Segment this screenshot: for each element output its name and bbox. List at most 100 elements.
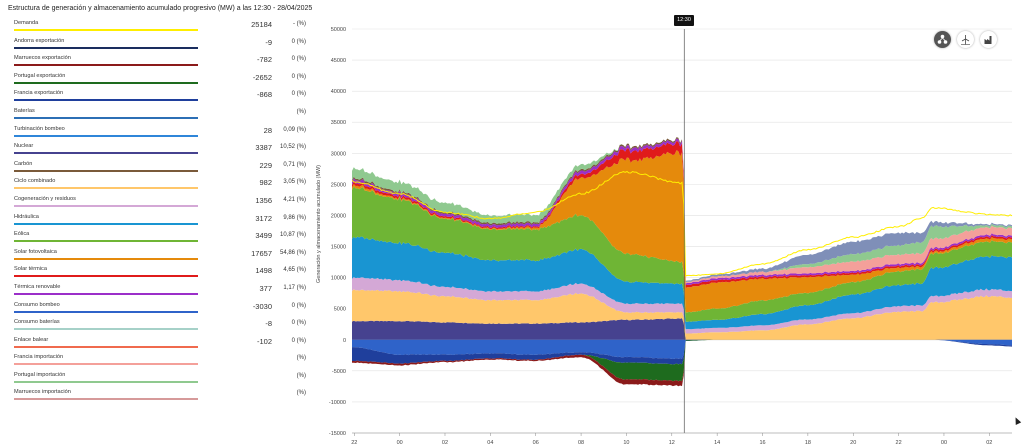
legend-item[interactable]: Demanda 25184 - (%) bbox=[14, 18, 306, 36]
legend-item[interactable]: Enlace balear -102 0 (%) bbox=[14, 335, 306, 353]
legend-item-name: Marruecos importación bbox=[14, 389, 71, 396]
y-tick-label: 15000 bbox=[331, 245, 346, 251]
legend-item-swatch bbox=[14, 99, 198, 102]
x-tick-label: 02 bbox=[986, 440, 992, 446]
y-tick-label: 40000 bbox=[331, 89, 346, 95]
legend-item-swatch bbox=[14, 116, 198, 119]
area-series-0 bbox=[352, 318, 1012, 340]
legend-item[interactable]: Solar térmica 1498 4,65 (%) bbox=[14, 264, 306, 282]
negative-area-series-1 bbox=[352, 339, 1012, 365]
legend-item-swatch bbox=[14, 275, 198, 278]
y-tick-label: 30000 bbox=[331, 151, 346, 157]
y-tick-label: 35000 bbox=[331, 120, 346, 126]
legend-item-name: Turbinación bombeo bbox=[14, 125, 65, 132]
legend-item[interactable]: Marruecos exportación -782 0 (%) bbox=[14, 53, 306, 71]
legend-item[interactable]: Francia exportación -868 0 (%) bbox=[14, 88, 306, 106]
x-tick-label: 12 bbox=[669, 440, 675, 446]
y-tick-label: -15000 bbox=[329, 431, 346, 437]
legend-item[interactable]: Nuclear 3387 10,52 (%) bbox=[14, 141, 306, 159]
legend-item[interactable]: Ciclo combinado 982 3,05 (%) bbox=[14, 176, 306, 194]
legend-item-swatch bbox=[14, 222, 198, 225]
legend-item-swatch bbox=[14, 380, 198, 383]
legend-item-percent: 10,87 (%) bbox=[279, 232, 306, 239]
factory-icon bbox=[984, 36, 992, 44]
x-tick-label: 18 bbox=[805, 440, 811, 446]
legend-item-swatch bbox=[14, 187, 198, 190]
x-axis-ticks: 22 00 02 04 06 08 10 12 14 16 18 20 22 00 02 bbox=[351, 432, 1012, 446]
legend-item-swatch bbox=[14, 310, 198, 313]
chart-area[interactable]: -15000-10000-500005000100001500020000250… bbox=[312, 14, 1020, 446]
legend-item-name: Ciclo combinado bbox=[14, 178, 56, 185]
legend-item-percent: 1,17 (%) bbox=[283, 284, 306, 291]
legend-item[interactable]: Turbinación bombeo 28 0,09 (%) bbox=[14, 124, 306, 142]
legend-item-swatch bbox=[14, 64, 198, 67]
legend-item-percent: 4,65 (%) bbox=[283, 267, 306, 274]
x-tick-label: 14 bbox=[714, 440, 720, 446]
legend-item-swatch bbox=[14, 204, 198, 207]
y-axis-ticks: -15000 -10000 -5000 0 5000 10000 15000 20000 250… bbox=[329, 27, 346, 437]
legend-item-name: Consumo bombeo bbox=[14, 301, 60, 308]
legend-item-percent: 0 (%) bbox=[291, 91, 306, 98]
renewable-view-button[interactable] bbox=[957, 31, 974, 48]
legend-item-value: 25184 bbox=[251, 20, 272, 29]
legend-item-percent: 0 (%) bbox=[291, 337, 306, 344]
legend-item-name: Demanda bbox=[14, 20, 39, 26]
legend-item[interactable]: Carbón 229 0,71 (%) bbox=[14, 159, 306, 177]
area-series-3 bbox=[352, 236, 1012, 330]
legend-item-percent: (%) bbox=[296, 372, 306, 379]
legend-item-swatch bbox=[14, 345, 198, 348]
x-tick-label: 04 bbox=[487, 440, 493, 446]
legend-item-percent: 10,52 (%) bbox=[279, 144, 306, 151]
y-tick-label: 0 bbox=[343, 338, 346, 344]
legend-item-percent: - (%) bbox=[293, 21, 306, 27]
legend-item-name: Nuclear bbox=[14, 143, 34, 150]
x-tick-label: 00 bbox=[397, 440, 403, 446]
legend-item[interactable]: Eólica 3499 10,87 (%) bbox=[14, 229, 306, 247]
demand-line bbox=[351, 170, 1013, 277]
legend-item[interactable]: Térmica renovable 377 1,17 (%) bbox=[14, 282, 306, 300]
legend-item-name: Solar térmica bbox=[14, 266, 47, 273]
legend-item[interactable]: Baterías (%) bbox=[14, 106, 306, 124]
y-tick-label: 45000 bbox=[331, 58, 346, 64]
area-series-2 bbox=[352, 277, 1012, 334]
legend-item[interactable]: Cogeneración y residuos 1356 4,21 (%) bbox=[14, 194, 306, 212]
legend-item[interactable]: Hidráulica 3172 9,86 (%) bbox=[14, 212, 306, 230]
legend-item-name: Carbón bbox=[14, 160, 33, 167]
legend-item[interactable]: Francia importación (%) bbox=[14, 352, 306, 370]
legend-item-percent: (%) bbox=[296, 390, 306, 397]
legend-item-value: 1356 bbox=[255, 195, 272, 205]
negative-areas bbox=[352, 339, 1012, 387]
x-tick-label: 16 bbox=[759, 440, 765, 446]
non-renewable-view-button[interactable] bbox=[980, 31, 997, 48]
legend-item-value: 377 bbox=[259, 283, 272, 293]
legend-item-value: -868 bbox=[256, 90, 272, 100]
legend-item-swatch bbox=[14, 398, 198, 401]
negative-area-series-2 bbox=[352, 339, 1012, 382]
x-tick-label: 22 bbox=[351, 440, 357, 446]
x-tick-label: 20 bbox=[850, 440, 856, 446]
legend-item-percent: 9,86 (%) bbox=[283, 214, 306, 221]
legend-item-percent: 0 (%) bbox=[291, 302, 306, 309]
legend-item[interactable]: Solar fotovoltaica 17657 54,86 (%) bbox=[14, 247, 306, 265]
y-tick-label: 50000 bbox=[331, 27, 346, 33]
x-tick-label: 06 bbox=[533, 440, 539, 446]
legend-item-value: 3499 bbox=[255, 231, 272, 241]
structure-view-button[interactable] bbox=[934, 31, 951, 48]
y-tick-label: -5000 bbox=[332, 369, 346, 375]
legend-item[interactable]: Consumo bombeo -3030 0 (%) bbox=[14, 300, 306, 318]
legend-item[interactable]: Marruecos importación (%) bbox=[14, 387, 306, 405]
x-tick-label: 00 bbox=[941, 440, 947, 446]
legend-item-percent: (%) bbox=[296, 355, 306, 362]
legend-item-name: Enlace balear bbox=[14, 336, 49, 343]
legend-item[interactable]: Portugal importación (%) bbox=[14, 370, 306, 388]
legend-item-name: Eólica bbox=[14, 231, 30, 238]
legend-item-percent: 0,09 (%) bbox=[283, 126, 306, 133]
legend-item-swatch bbox=[14, 257, 198, 260]
area-series-5 bbox=[352, 150, 1012, 313]
legend-item[interactable]: Portugal exportación -2652 0 (%) bbox=[14, 71, 306, 89]
legend-item[interactable]: Andorra exportación -9 0 (%) bbox=[14, 36, 306, 54]
y-tick-label: 25000 bbox=[331, 182, 346, 188]
x-tick-label: 22 bbox=[896, 440, 902, 446]
legend-item[interactable]: Consumo baterías -8 0 (%) bbox=[14, 317, 306, 335]
legend-item-name: Consumo baterías bbox=[14, 319, 60, 326]
